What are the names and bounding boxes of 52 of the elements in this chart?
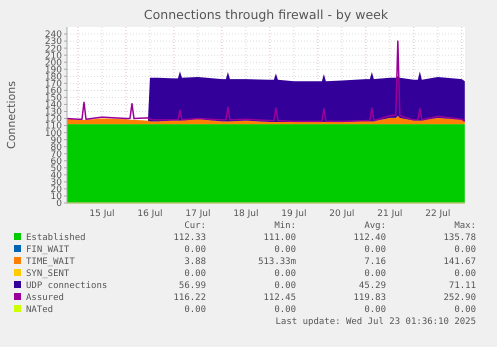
text: 0.00 [364, 269, 386, 279]
x-tick-label: 17 Jul [185, 209, 211, 219]
text: 0.00 [274, 305, 296, 315]
line-series [66, 40, 466, 122]
text: 112.40 [353, 233, 386, 243]
x-tick-label: 16 Jul [137, 209, 163, 219]
x-tick-label: 15 Jul [89, 209, 115, 219]
text: 0.00 [274, 281, 296, 291]
text: 45.29 [358, 281, 386, 291]
text: Avg: [364, 221, 386, 231]
x-tick-label: 21 Jul [377, 209, 402, 219]
text: 0.00 [184, 269, 206, 279]
text: 0.00 [274, 245, 296, 255]
legend-label: Assured [26, 293, 64, 303]
text: 119.83 [353, 293, 386, 303]
legend-label: Established [26, 233, 86, 243]
legend-label: UDP connections [26, 281, 108, 291]
x-tick-label: 20 Jul [329, 209, 354, 219]
text: 0.00 [274, 269, 296, 279]
legend-label: NATed [26, 305, 54, 315]
text: 0.00 [364, 245, 386, 255]
text: Last update: Wed Jul 23 01:36:10 2025 [276, 317, 476, 327]
legend-label: FIN_WAIT [26, 245, 70, 255]
x-tick-label: 22 Jul [425, 209, 450, 219]
y-tick-label: 0 [56, 199, 62, 210]
text: 112.45 [263, 293, 296, 303]
text: 0.00 [454, 269, 476, 279]
text: 0.00 [364, 305, 386, 315]
chart-title: Connections through firewall - by week [144, 7, 389, 22]
text: 0.00 [184, 305, 206, 315]
text: 3.88 [184, 257, 206, 267]
text: Max: [454, 221, 476, 231]
legend-label: TIME_WAIT [26, 257, 76, 267]
text: 0.00 [454, 305, 476, 315]
text: Cur: [184, 221, 206, 231]
text: 7.16 [364, 257, 386, 267]
text: 0.00 [454, 245, 476, 255]
text: 252.90 [443, 293, 476, 303]
y-axis-title: Connections [5, 80, 18, 149]
text: 513.33m [258, 257, 296, 267]
text: 135.78 [443, 233, 476, 243]
text: 111.00 [263, 233, 296, 243]
text: 0.00 [184, 245, 206, 255]
text: 141.67 [443, 257, 476, 267]
text: 112.33 [173, 233, 206, 243]
x-tick-label: 18 Jul [233, 209, 258, 219]
text: Min: [274, 221, 296, 231]
text: 71.11 [448, 281, 476, 291]
x-tick-label: 19 Jul [281, 209, 306, 219]
text: 116.22 [173, 293, 206, 303]
legend-label: SYN_SENT [26, 269, 70, 279]
text: 56.99 [178, 281, 206, 291]
